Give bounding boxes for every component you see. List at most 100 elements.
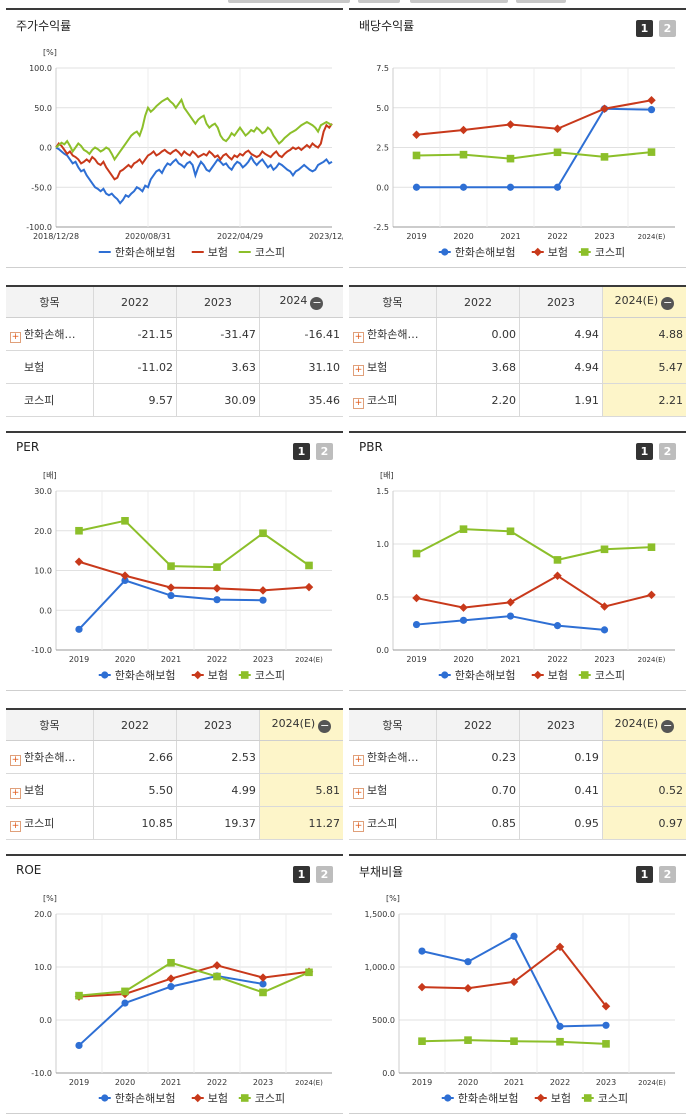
x-tick-label: 2022 bbox=[547, 232, 567, 241]
data-point bbox=[553, 148, 562, 157]
panel-title: PBR bbox=[359, 440, 383, 454]
view-2-button[interactable]: 2 bbox=[659, 866, 676, 883]
data-point bbox=[412, 130, 421, 140]
expand-icon[interactable]: + bbox=[353, 820, 364, 832]
y-tick-label: 100.0 bbox=[29, 64, 52, 73]
table-cell: 0.41 bbox=[519, 773, 603, 807]
expand-icon[interactable]: + bbox=[10, 787, 21, 799]
column-header: 2024(E) − bbox=[258, 710, 343, 741]
data-point bbox=[213, 972, 221, 981]
table-cell: -16.41 bbox=[258, 317, 343, 351]
data-point bbox=[121, 987, 129, 996]
table-cell: 35.46 bbox=[258, 383, 343, 417]
expand-icon[interactable]: + bbox=[10, 331, 21, 343]
x-tick-label: 2024(E) bbox=[638, 1079, 666, 1087]
y-tick-label: 30.0 bbox=[34, 487, 52, 496]
legend-label: 한화손해보험 bbox=[115, 668, 176, 682]
x-tick-label: 2021 bbox=[161, 1078, 181, 1087]
view-2-button[interactable]: 2 bbox=[316, 443, 333, 460]
data-point bbox=[259, 596, 267, 604]
view-2-button[interactable]: 2 bbox=[316, 866, 333, 883]
data-point bbox=[304, 582, 314, 592]
table-row: + 코스피 10.85 19.37 11.27 bbox=[6, 806, 343, 840]
table-cell: 5.50 bbox=[93, 773, 177, 807]
collapse-icon[interactable]: − bbox=[661, 296, 675, 310]
collapse-icon[interactable]: − bbox=[661, 719, 675, 733]
expand-icon[interactable]: + bbox=[353, 397, 364, 409]
row-label: +코스피 bbox=[6, 806, 94, 840]
data-point bbox=[412, 549, 421, 558]
table-row: + 보험 5.50 4.99 5.81 bbox=[6, 773, 343, 807]
view-1-button[interactable]: 1 bbox=[636, 866, 653, 883]
data-point bbox=[193, 1093, 202, 1103]
y-tick-label: 50.0 bbox=[34, 104, 52, 113]
data-point bbox=[258, 586, 268, 595]
data-point bbox=[259, 980, 267, 988]
data-point bbox=[441, 671, 449, 679]
data-point bbox=[259, 529, 267, 538]
expand-icon[interactable]: + bbox=[10, 820, 21, 832]
legend-label: 코스피 bbox=[595, 669, 625, 682]
column-header: 항목 bbox=[6, 710, 94, 741]
data-point bbox=[647, 106, 656, 114]
expand-icon[interactable]: + bbox=[353, 364, 364, 376]
panel-title: 주가수익률 bbox=[16, 19, 72, 33]
column-header: 2023 bbox=[176, 287, 260, 318]
view-1-button[interactable]: 1 bbox=[636, 20, 653, 37]
table-cell bbox=[258, 740, 343, 774]
view-2-button[interactable]: 2 bbox=[659, 20, 676, 37]
y-tick-label: 0.5 bbox=[376, 593, 389, 602]
table-row: + 한화손해… 0.23 0.19 bbox=[349, 740, 686, 774]
data-point bbox=[459, 125, 468, 135]
expand-icon[interactable]: + bbox=[353, 331, 364, 343]
legend-label: 보험 bbox=[548, 669, 568, 682]
legend-label: 보험 bbox=[208, 669, 228, 682]
collapse-icon[interactable]: − bbox=[310, 296, 324, 310]
y-tick-label: 1,500.0 bbox=[364, 910, 395, 919]
table-header-row: 항목 2022 2023 2024− bbox=[6, 287, 343, 318]
data-point bbox=[212, 961, 222, 970]
data-point bbox=[167, 591, 175, 600]
data-point bbox=[459, 525, 468, 533]
dividend-yield-table: 항목 2022 2023 2024(E) − + 한화손해… 0.00 4.94 4.88 + 보험 3… bbox=[349, 285, 686, 417]
collapse-icon[interactable]: − bbox=[318, 719, 332, 733]
column-header: 2023 bbox=[176, 710, 260, 741]
series-line bbox=[416, 151, 652, 160]
data-point bbox=[600, 104, 609, 113]
expand-icon[interactable]: + bbox=[10, 754, 21, 766]
series-line bbox=[416, 574, 652, 609]
view-1-button[interactable]: 1 bbox=[293, 866, 310, 883]
row-label: +보험 bbox=[349, 350, 437, 384]
x-tick-label: 2019 bbox=[412, 1078, 432, 1087]
table-header-row: 항목 2022 2023 2024(E) − bbox=[6, 710, 343, 741]
data-point bbox=[167, 958, 175, 967]
data-point bbox=[121, 999, 129, 1007]
data-point bbox=[166, 583, 176, 592]
data-point bbox=[417, 982, 427, 992]
expand-icon[interactable]: + bbox=[353, 754, 364, 766]
view-1-button[interactable]: 1 bbox=[636, 443, 653, 460]
y-tick-label: 10.0 bbox=[34, 567, 52, 576]
legend-label: 한화손해보험 bbox=[115, 245, 176, 259]
table-cell: 3.63 bbox=[176, 350, 260, 384]
data-point bbox=[459, 150, 468, 159]
data-point bbox=[305, 561, 313, 570]
data-point bbox=[647, 543, 656, 551]
x-tick-label: 2022 bbox=[550, 1078, 570, 1087]
data-point bbox=[533, 670, 542, 680]
data-point bbox=[506, 183, 515, 191]
row-label: +보험 bbox=[6, 773, 94, 807]
data-point bbox=[412, 183, 421, 191]
column-header: 2024(E) − bbox=[601, 287, 686, 318]
expand-icon[interactable]: + bbox=[353, 787, 364, 799]
top-tab-strip bbox=[0, 0, 691, 4]
roe-chart: [%] 20.0 10.0 0.0 -10.0 2019 2020 2021 2022 2023 2… bbox=[31, 894, 332, 1105]
view-2-button[interactable]: 2 bbox=[659, 443, 676, 460]
row-label: + 한화손해… bbox=[6, 740, 94, 774]
view-1-button[interactable]: 1 bbox=[293, 443, 310, 460]
y-tick-label: -100.0 bbox=[26, 223, 52, 232]
data-point bbox=[167, 562, 175, 570]
column-header: 2022 bbox=[436, 710, 520, 741]
data-point bbox=[212, 584, 222, 593]
